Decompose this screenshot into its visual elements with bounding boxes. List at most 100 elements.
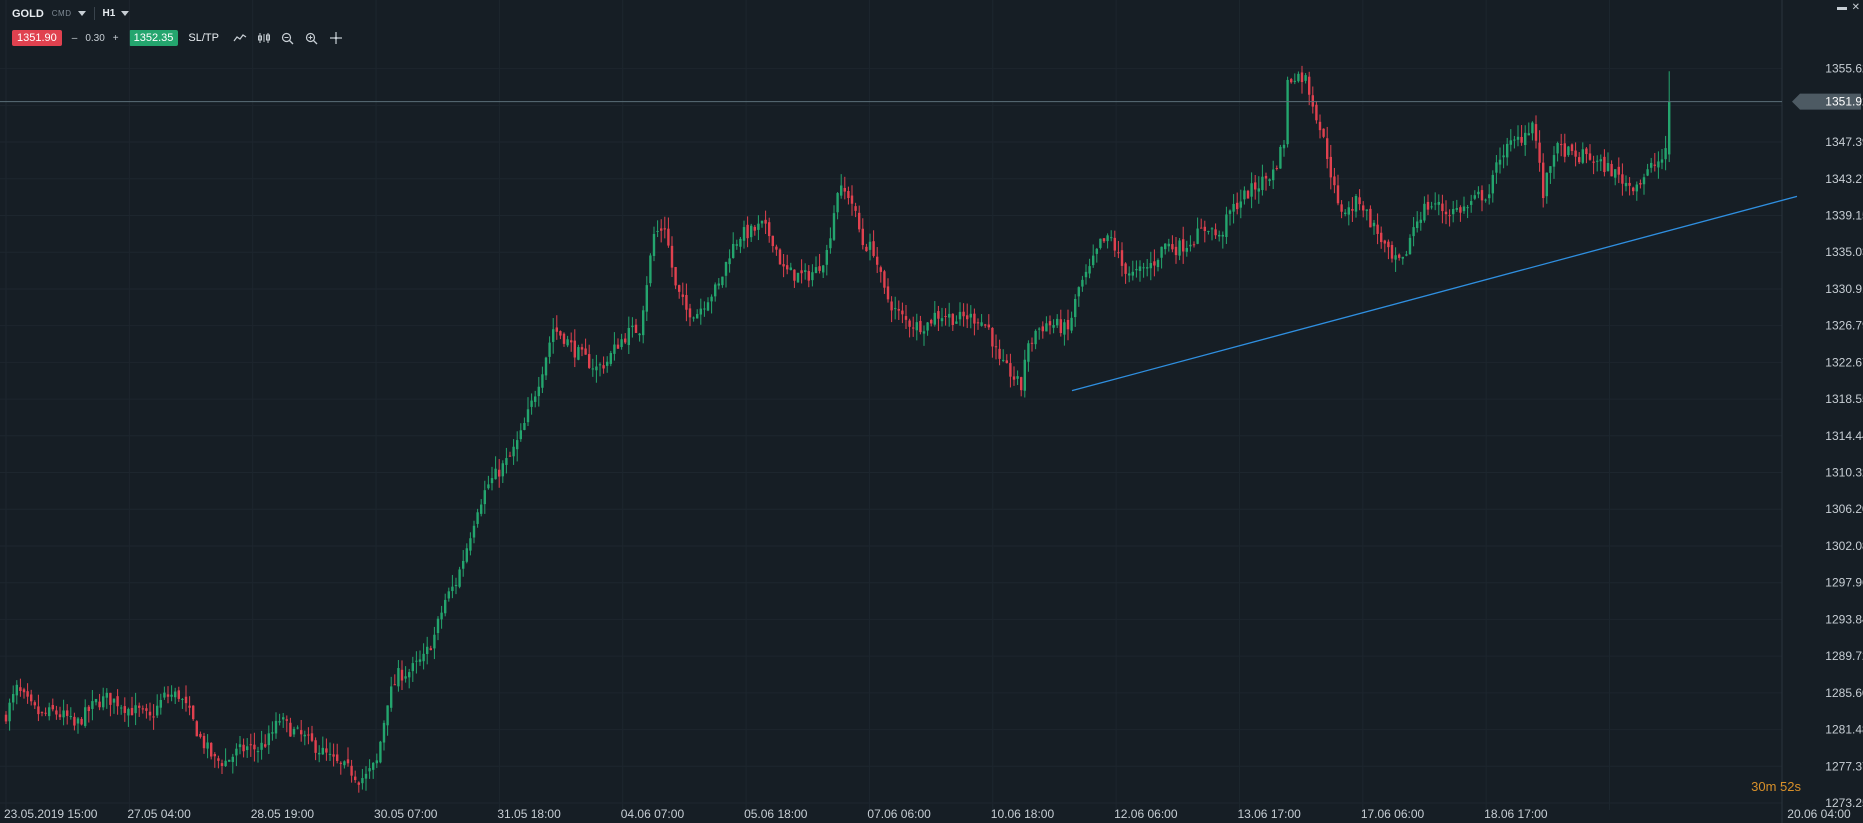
- candle-body: [613, 344, 616, 354]
- candle: [876, 247, 879, 274]
- indicators-icon[interactable]: [255, 29, 273, 47]
- candle-body: [332, 754, 335, 757]
- candle: [1290, 77, 1293, 84]
- candle: [1351, 197, 1354, 222]
- candle: [1009, 353, 1012, 388]
- candle: [433, 626, 436, 660]
- candle-body: [1009, 363, 1012, 377]
- time-tick-label: 10.06 18:00: [991, 807, 1055, 821]
- zoom-out-icon[interactable]: [279, 29, 297, 47]
- candle-body: [631, 325, 634, 328]
- candle: [807, 265, 810, 288]
- candle: [1246, 189, 1250, 199]
- candle-body: [588, 354, 591, 368]
- price-tick-label: 1322.67: [1825, 355, 1863, 369]
- candle: [1293, 73, 1296, 85]
- candle: [1509, 129, 1512, 152]
- candle-body: [372, 762, 375, 770]
- timeframe-dropdown-icon[interactable]: [121, 11, 130, 16]
- candle-body: [1416, 221, 1419, 229]
- instrument-type-label: CMD: [51, 9, 72, 18]
- candle: [1138, 260, 1142, 282]
- candle: [1128, 266, 1131, 283]
- candle: [1120, 242, 1124, 277]
- candle-body: [714, 284, 717, 297]
- candle: [937, 305, 940, 332]
- spread-minus-button[interactable]: –: [71, 32, 78, 44]
- candle-body: [1628, 182, 1631, 186]
- candle-body: [1167, 243, 1170, 247]
- candle: [382, 720, 386, 751]
- candle: [789, 262, 792, 271]
- timeframe-label[interactable]: H1: [102, 8, 116, 19]
- candle-body: [1372, 222, 1376, 227]
- candle-body: [1308, 76, 1311, 95]
- candle-body: [289, 722, 292, 737]
- candle-body: [382, 722, 386, 743]
- time-tick-label: 28.05 19:00: [251, 807, 315, 821]
- zoom-in-icon[interactable]: [303, 29, 321, 47]
- candle-body: [555, 327, 558, 332]
- sltp-button[interactable]: SL/TP: [188, 32, 219, 44]
- close-window-icon[interactable]: ✕: [1851, 2, 1860, 13]
- candle-body: [991, 327, 994, 347]
- candle: [480, 499, 483, 517]
- candle-body: [296, 727, 299, 729]
- candle: [498, 459, 501, 488]
- buy-price-button[interactable]: 1352.35: [128, 30, 179, 46]
- candle: [256, 746, 260, 763]
- candle: [1045, 316, 1048, 332]
- candle: [541, 366, 544, 394]
- candle-body: [1365, 209, 1368, 211]
- candle: [1376, 213, 1379, 245]
- candle-body: [458, 569, 461, 587]
- candle: [829, 227, 832, 254]
- candle-body: [163, 692, 166, 698]
- candle: [1664, 135, 1667, 171]
- candle: [685, 283, 688, 322]
- candle: [1441, 194, 1444, 224]
- crosshair-icon[interactable]: [327, 29, 345, 47]
- candle-body: [1257, 188, 1260, 192]
- candle: [220, 759, 224, 775]
- price-tick-label: 1326.79: [1825, 319, 1863, 333]
- candle: [667, 217, 670, 248]
- candle: [1257, 176, 1260, 204]
- candle-body: [1023, 359, 1026, 391]
- candle: [890, 296, 893, 323]
- candle: [1408, 234, 1412, 255]
- candle-body: [1560, 144, 1563, 146]
- symbol-dropdown-icon[interactable]: [77, 11, 86, 16]
- candle: [1250, 172, 1253, 209]
- candle: [613, 332, 616, 361]
- candle: [580, 343, 584, 357]
- candle-body: [91, 701, 94, 709]
- symbol-label[interactable]: GOLD: [12, 7, 44, 20]
- candle-body: [1027, 343, 1030, 362]
- candle-body: [1642, 177, 1646, 185]
- candle-body: [1246, 190, 1250, 199]
- trendline[interactable]: [1071, 195, 1798, 392]
- candle: [1041, 321, 1044, 339]
- candle-body: [1012, 376, 1016, 380]
- candle: [476, 508, 479, 528]
- candle: [1552, 146, 1556, 179]
- minimize-window-icon[interactable]: ▬: [1837, 2, 1847, 13]
- candle: [681, 282, 684, 306]
- candle-body: [1639, 182, 1642, 185]
- line-chart-icon[interactable]: [231, 29, 249, 47]
- candle: [534, 390, 537, 408]
- candle: [1038, 327, 1041, 340]
- candle: [166, 686, 170, 704]
- candle: [577, 344, 580, 361]
- candle-body: [33, 702, 36, 706]
- candle: [249, 733, 252, 757]
- candle-body: [1574, 150, 1577, 157]
- spread-plus-button[interactable]: +: [112, 32, 119, 44]
- candle-body: [930, 319, 933, 324]
- candle: [1646, 163, 1649, 177]
- candle: [372, 762, 375, 779]
- candle: [645, 276, 648, 322]
- sell-price-button[interactable]: 1351.90: [12, 30, 62, 46]
